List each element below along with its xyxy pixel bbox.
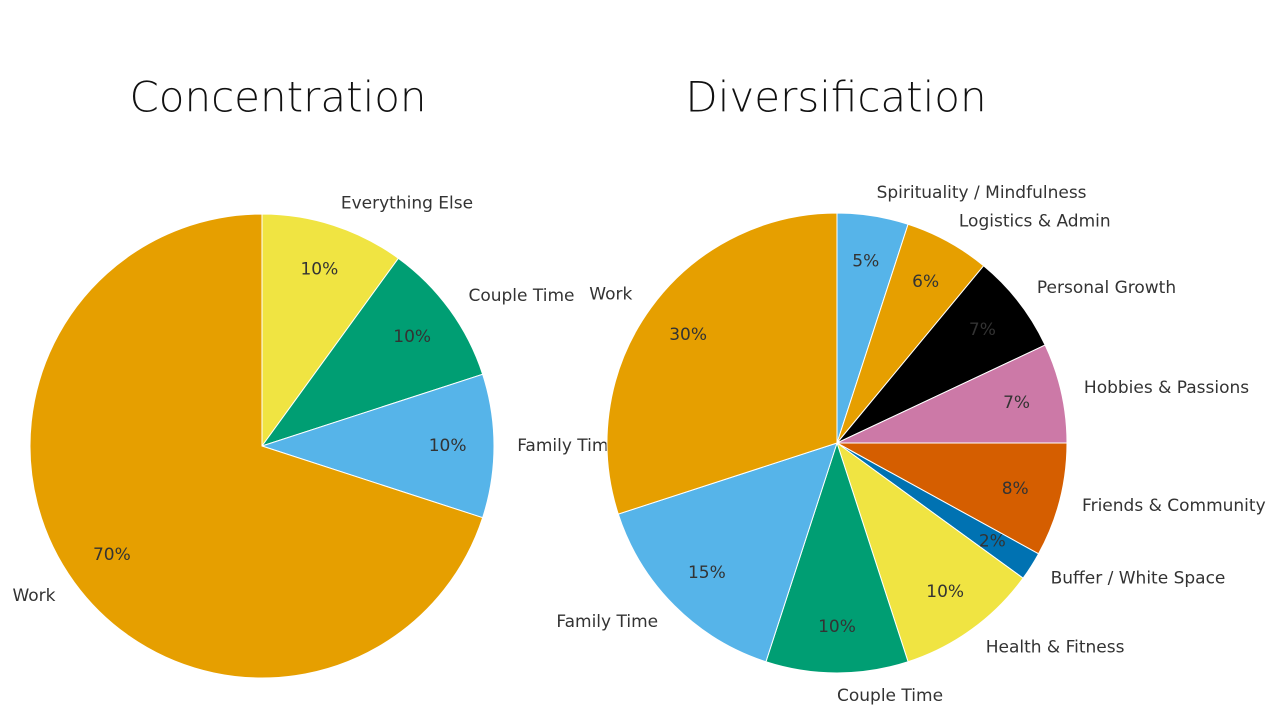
chart-title: Concentration: [129, 73, 426, 122]
pie-slice: [836, 442, 1068, 555]
value-label: 6%: [912, 272, 939, 292]
pie-slice: [836, 344, 1068, 444]
slice-label: Work: [589, 284, 632, 304]
slice-label: Couple Time: [468, 286, 574, 306]
value-label: 2%: [979, 532, 1006, 552]
value-label: 15%: [688, 563, 726, 583]
slice-label: Family Time: [556, 612, 658, 632]
slice-label: Work: [12, 586, 55, 606]
value-label: 10%: [926, 582, 964, 602]
pie-slice: [836, 441, 1024, 663]
pie-slice: [260, 257, 484, 447]
pie-slice: [765, 441, 909, 674]
slice-label: Couple Time: [837, 686, 943, 706]
value-label: 10%: [393, 327, 431, 347]
pie-slice: [29, 213, 484, 679]
pie-slice: [606, 212, 838, 515]
slice-label: Health & Fitness: [986, 638, 1125, 658]
pie-slice: [260, 373, 495, 519]
value-label: 10%: [300, 259, 338, 279]
slice-label: Spirituality / Mindfulness: [877, 183, 1087, 203]
chart-title: Diversification: [685, 73, 986, 122]
slice-label: Hobbies & Passions: [1084, 378, 1249, 398]
value-label: 70%: [93, 545, 131, 565]
slice-label: Logistics & Admin: [959, 211, 1111, 231]
value-label: 5%: [852, 251, 879, 271]
slice-label: Everything Else: [341, 193, 473, 213]
value-label: 30%: [669, 325, 707, 345]
value-label: 7%: [969, 320, 996, 340]
value-label: 10%: [429, 436, 467, 456]
pie-slice: [261, 213, 400, 448]
pie-slice: [617, 442, 838, 663]
value-label: 7%: [1003, 393, 1030, 413]
value-label: 8%: [1002, 479, 1029, 499]
value-label: 10%: [818, 617, 856, 637]
slice-label: Family Time: [517, 436, 619, 456]
slice-label: Friends & Community: [1082, 496, 1266, 516]
pie-slice: [836, 265, 1046, 444]
slice-label: Personal Growth: [1037, 278, 1176, 298]
slice-label: Buffer / White Space: [1051, 569, 1226, 589]
